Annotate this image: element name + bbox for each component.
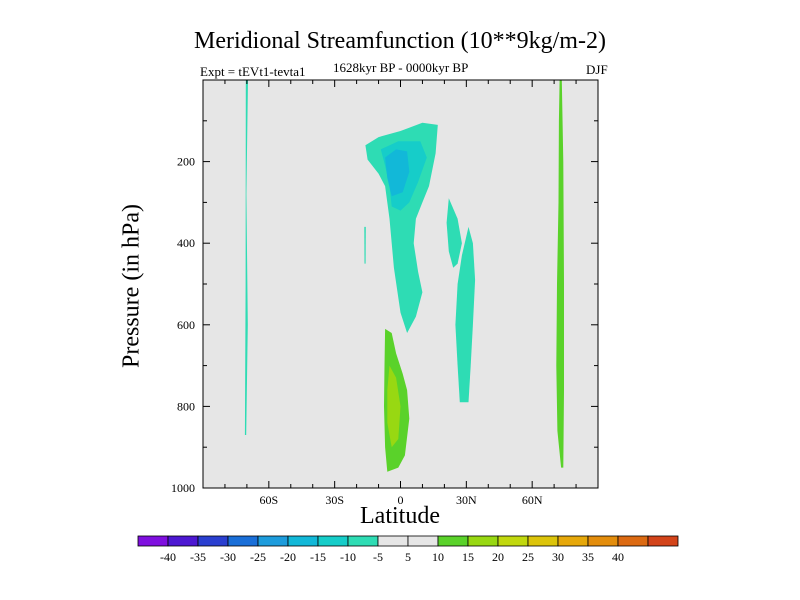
colorbar-label: -15 [310,550,326,564]
y-axis-label: Pressure (in hPa) [118,204,145,368]
colorbar-swatch [527,535,559,547]
colorbar-label: -10 [340,550,356,564]
colorbar-label: 40 [612,550,624,564]
colorbar-label: -5 [373,550,383,564]
colorbar-swatch [467,535,499,547]
contour-region-6 [455,226,476,403]
colorbar-label: -40 [160,550,176,564]
y-tick-label: 800 [177,399,195,413]
colorbar-swatch [287,535,319,547]
season-label: DJF [586,62,608,77]
chart-title: Meridional Streamfunction (10**9kg/m-2) [194,28,606,54]
y-tick-label: 1000 [171,481,195,495]
colorbar-label: -20 [280,550,296,564]
colorbar-label: 30 [552,550,564,564]
colorbar-label: 20 [492,550,504,564]
contour-region-7 [364,226,366,264]
contour-region-5 [446,198,462,268]
y-tick-label: 600 [177,318,195,332]
axes: 60S 30S 0 30N 60N 200 400 600 800 1000 [171,79,599,507]
x-tick-label: 0 [398,493,404,507]
colorbar-swatch [377,535,409,547]
contour-region-1 [244,80,248,435]
colorbar-swatch [407,535,439,547]
colorbar-swatch [227,535,259,547]
colorbar-swatch [497,535,529,547]
colorbar-label: 10 [432,550,444,564]
colorbar-label: -25 [250,550,266,564]
colorbar-swatch [347,535,379,547]
colorbar-label: -35 [190,550,206,564]
colorbar-label: 35 [582,550,594,564]
colorbar-swatch [647,535,679,547]
colorbar-label: 25 [522,550,534,564]
period-label: 1628kyr BP - 0000kyr BP [333,60,469,75]
x-tick-label: 60N [522,493,543,507]
colorbar-swatch [197,535,229,547]
colorbar-label: 5 [405,550,411,564]
colorbar-swatch [557,535,589,547]
y-tick-label: 200 [177,155,195,169]
contour-region-9 [387,365,401,448]
contour-region-4 [385,149,410,197]
colorbar-swatch [257,535,289,547]
colorbar-swatch [437,535,469,547]
experiment-label: Expt = tEVt1-tevta1 [200,64,306,79]
x-tick-label: 30N [456,493,477,507]
y-tick-label: 400 [177,236,195,250]
colorbar: -40 -35 -30 -25 -20 -15 -10 -5 5 10 15 20 25 30 35 40 [137,535,679,564]
x-axis-label: Latitude [360,503,440,529]
plot-area [203,80,598,488]
colorbar-swatch [617,535,649,547]
x-tick-label: 60S [259,493,278,507]
colorbar-label: 15 [462,550,474,564]
colorbar-swatch [167,535,199,547]
colorbar-swatch [587,535,619,547]
colorbar-swatch [317,535,349,547]
contour-region-10 [556,80,564,468]
x-tick-label: 30S [325,493,344,507]
colorbar-swatch [137,535,169,547]
colorbar-label: -30 [220,550,236,564]
